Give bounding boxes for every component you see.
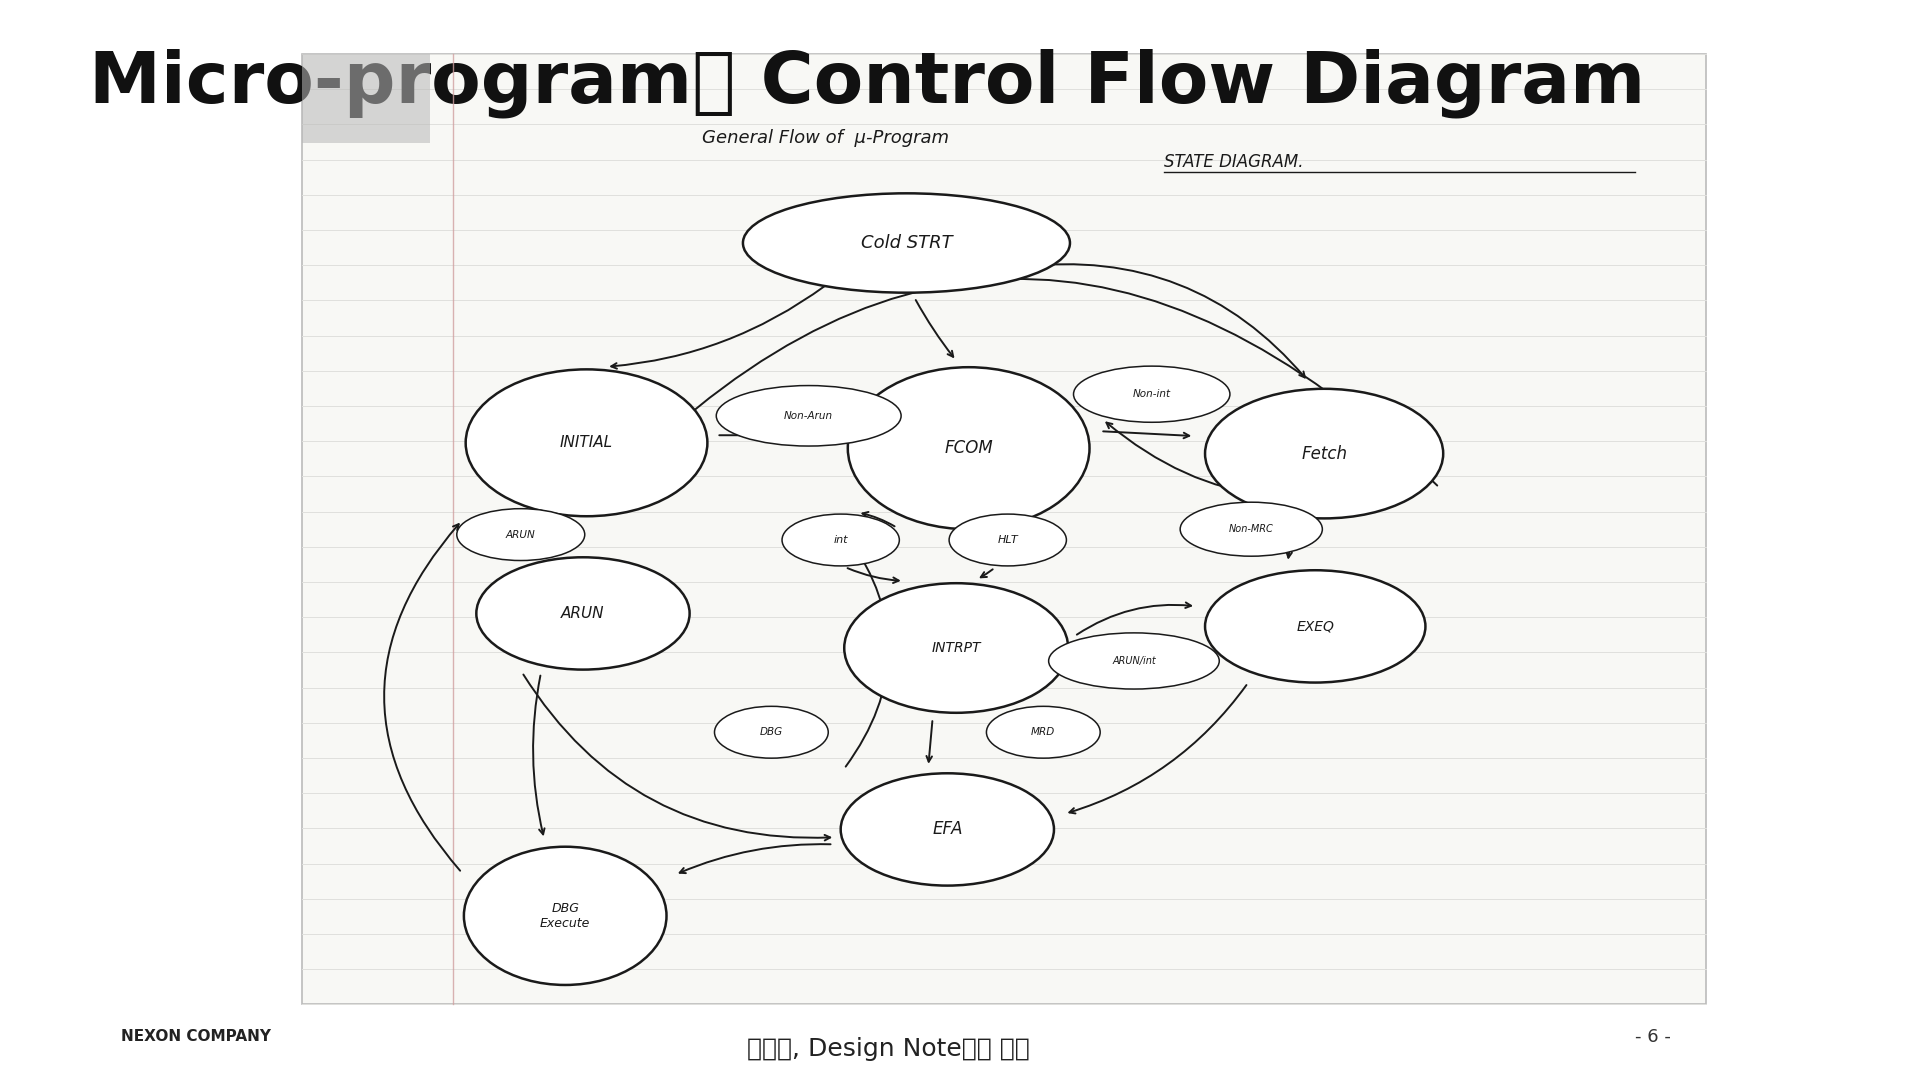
Ellipse shape	[845, 583, 1068, 713]
Ellipse shape	[849, 367, 1089, 529]
Text: Non-int: Non-int	[1133, 389, 1171, 400]
Text: DBG: DBG	[760, 727, 783, 738]
FancyBboxPatch shape	[301, 54, 430, 143]
Ellipse shape	[1073, 366, 1231, 422]
Text: int: int	[833, 535, 849, 545]
Text: FCOM: FCOM	[945, 440, 993, 457]
Text: ARUN: ARUN	[561, 606, 605, 621]
Text: ARUN: ARUN	[505, 529, 536, 540]
Ellipse shape	[841, 773, 1054, 886]
Ellipse shape	[1181, 502, 1323, 556]
Ellipse shape	[457, 509, 586, 561]
Ellipse shape	[476, 557, 689, 670]
Ellipse shape	[716, 386, 900, 446]
Text: HLT: HLT	[998, 535, 1018, 545]
Ellipse shape	[1206, 389, 1444, 518]
Text: Cold STRT: Cold STRT	[860, 234, 952, 252]
Text: EXEQ: EXEQ	[1296, 620, 1334, 633]
Text: NEXON COMPANY: NEXON COMPANY	[121, 1029, 271, 1044]
Ellipse shape	[1048, 633, 1219, 689]
Text: INITIAL: INITIAL	[561, 435, 612, 450]
Ellipse shape	[465, 847, 666, 985]
Ellipse shape	[948, 514, 1066, 566]
Text: 강진구, Design Note에서 복사: 강진구, Design Note에서 복사	[747, 1037, 1029, 1061]
Text: Micro-program의 Control Flow Diagram: Micro-program의 Control Flow Diagram	[88, 49, 1645, 118]
Text: General Flow of  μ-Program: General Flow of μ-Program	[703, 130, 948, 147]
Text: Fetch: Fetch	[1302, 445, 1348, 462]
Ellipse shape	[987, 706, 1100, 758]
Text: INTRPT: INTRPT	[931, 642, 981, 654]
Text: Non-MRC: Non-MRC	[1229, 524, 1273, 535]
Text: Non-Arun: Non-Arun	[783, 410, 833, 421]
Text: MRD: MRD	[1031, 727, 1056, 738]
Ellipse shape	[1206, 570, 1425, 683]
Text: EFA: EFA	[931, 821, 962, 838]
FancyBboxPatch shape	[301, 54, 1707, 1004]
Ellipse shape	[781, 514, 899, 566]
Text: - 6 -: - 6 -	[1636, 1028, 1670, 1045]
Ellipse shape	[467, 369, 707, 516]
Text: STATE DIAGRAM.: STATE DIAGRAM.	[1164, 153, 1304, 171]
Ellipse shape	[743, 193, 1069, 293]
Text: DBG
Execute: DBG Execute	[540, 902, 589, 930]
Text: ARUN/int: ARUN/int	[1112, 656, 1156, 666]
Ellipse shape	[714, 706, 828, 758]
